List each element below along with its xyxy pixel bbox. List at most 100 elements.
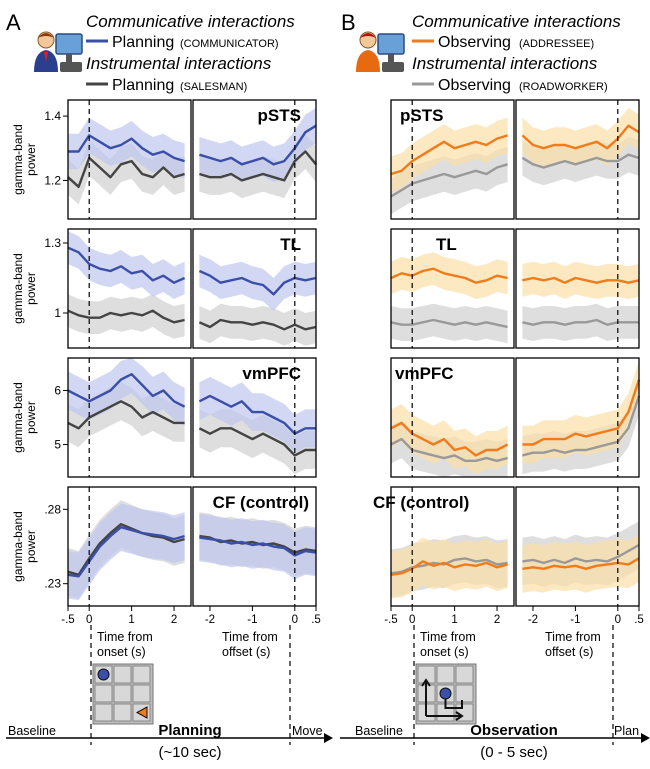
legend-a-comm-name: Planning xyxy=(112,34,174,51)
y-axis-label-line2: power xyxy=(24,272,38,305)
legend-b-instr-name: Observing xyxy=(438,77,511,94)
panel-a-tl-onset-instrumental-line xyxy=(67,309,185,324)
x-tick-label: -1 xyxy=(247,614,257,626)
y-axis-label: gamma-bandpower xyxy=(11,253,38,324)
panel-a-tl-onset-frame xyxy=(67,228,192,349)
xlabel-a-offset-line2: offset (s) xyxy=(222,645,270,659)
legend-a-comm-role: (COMMUNICATOR) xyxy=(180,38,279,50)
y-tick-label: .23 xyxy=(44,577,61,591)
panel-a-psts-offset-communicative-line xyxy=(199,124,317,166)
x-tick-label: 0 xyxy=(615,614,621,626)
panel-b-tl-offset-communicative-line xyxy=(522,276,640,284)
y-axis-label: gamma-bandpower xyxy=(11,124,38,195)
panel-a-psts-offset-subplot xyxy=(192,99,317,220)
y-axis-label-line1: gamma-band xyxy=(11,124,25,195)
panel-b-tl-onset-instrumental-line xyxy=(390,318,508,329)
panel-a-vmpfc-onset-communicative-band xyxy=(68,358,185,426)
panel-b-tl-region-label: TL xyxy=(436,235,457,254)
panel-b-cf-control-offset-communicative-band xyxy=(522,534,639,593)
panel-a-cf-control-onset-subplot xyxy=(67,486,192,607)
timeline-a-end: Move xyxy=(292,724,323,738)
panel-a-vmpfc-offset-instrumental-line xyxy=(198,427,316,457)
legend-b-instr-role: (ROADWORKER) xyxy=(519,81,608,93)
timeline-b-title: Observation xyxy=(470,722,558,739)
panel-b-cf-control-offset-frame xyxy=(515,486,640,607)
panel-a-psts-region-label: pSTS xyxy=(258,106,301,125)
x-tick-label: 2 xyxy=(494,614,500,626)
panel-b-tl-offset-frame xyxy=(515,228,640,349)
panel-a-vmpfc-offset-instrumental-band xyxy=(199,409,316,475)
y-axis-label: gamma-bandpower xyxy=(11,511,38,582)
x-tick-label: 2 xyxy=(171,614,177,626)
timeline-b: Baseline Observation (0 - 5 sec) Plan xyxy=(340,625,650,761)
y-axis-label: gamma-bandpower xyxy=(11,382,38,453)
movement-path-board-icon xyxy=(415,663,477,725)
panel-a-tl-offset-instrumental-line xyxy=(198,318,317,331)
timeline-b-start: Baseline xyxy=(355,724,403,738)
panel-a-cf-control-region-label: CF (control) xyxy=(213,493,309,512)
panel-a-psts-onset-communicative-line xyxy=(68,134,185,163)
legend-panel-b: Communicative interactions Observing (AD… xyxy=(412,12,621,94)
panel-a-vmpfc-offset-communicative-band xyxy=(199,376,316,453)
legend-panel-a: Communicative interactions Planning (COM… xyxy=(86,12,295,94)
panel-b-vmpfc-offset-communicative-band xyxy=(522,360,639,464)
timeline-a-title: Planning xyxy=(158,722,221,739)
y-axis-label-line2: power xyxy=(24,143,38,176)
panel-a-cf-control-onset-frame xyxy=(67,486,192,607)
y-tick-label: 1 xyxy=(54,306,61,320)
panel-a-cf-control-offset-subplot xyxy=(192,486,317,607)
legend-a-instr-role: (SALESMAN) xyxy=(180,81,247,93)
panel-b-tl-offset-subplot xyxy=(515,228,640,349)
xlabel-b-offset-line1: Time from xyxy=(545,630,601,644)
plot-grid: pSTS1.21.4gamma-bandpowerTL11.3gamma-ban… xyxy=(11,99,644,626)
y-tick-label: 5 xyxy=(54,438,61,452)
panel-a-psts-offset-instrumental-line xyxy=(199,150,317,182)
x-tick-label: 0 xyxy=(86,614,92,626)
panel-a-psts-onset-frame xyxy=(67,99,192,220)
panel-a-psts-offset-communicative-band xyxy=(199,108,316,182)
timeline-b-subtitle: (0 - 5 sec) xyxy=(480,744,548,761)
timeline-a-arrowhead xyxy=(324,733,333,743)
panel-b-vmpfc-region-label: vmPFC xyxy=(395,364,454,383)
panel-b-psts-offset-communicative-line xyxy=(521,124,640,150)
timeline-a: Baseline Planning (~10 sec) Move xyxy=(6,625,333,761)
xlabel-b-onset-line1: Time from xyxy=(420,630,476,644)
panel-a-cf-control-offset-frame xyxy=(192,486,317,607)
x-tick-label: 1 xyxy=(451,614,457,626)
legend-a-instr-name: Planning xyxy=(112,77,174,94)
panel-b-cf-control-offset-communicative-line xyxy=(522,557,640,570)
timeline-a-start: Baseline xyxy=(8,724,56,738)
panel-b-vmpfc-onset-communicative-line xyxy=(390,421,509,457)
legend-b-instr-title: Instrumental interactions xyxy=(412,54,598,73)
panel-letter-a: A xyxy=(6,10,21,35)
legend-a-comm-title: Communicative interactions xyxy=(86,12,295,31)
panel-a-tl-onset-communicative-line xyxy=(67,246,186,284)
panel-a-tl-offset-frame xyxy=(192,228,317,349)
panel-b-vmpfc-onset-frame xyxy=(390,357,515,478)
panel-a-vmpfc-offset-communicative-line xyxy=(198,394,316,435)
panel-b-cf-control-onset-subplot xyxy=(390,486,515,607)
panel-b-vmpfc-onset-subplot xyxy=(390,357,515,478)
xlabel-b-offset-line2: offset (s) xyxy=(545,645,593,659)
panel-b-vmpfc-onset-communicative-band xyxy=(391,404,508,475)
y-tick-label: .28 xyxy=(44,502,61,516)
panel-b-vmpfc-offset-subplot xyxy=(515,357,641,478)
panel-a-tl-offset-communicative-line xyxy=(198,269,317,296)
y-tick-label: 1.3 xyxy=(44,236,61,250)
xlabel-a-onset-line1: Time from xyxy=(97,630,153,644)
timeline-b-end: Plan xyxy=(614,724,639,738)
panel-b-psts-offset-subplot xyxy=(515,99,640,220)
panel-a-cf-control-offset-communicative-band xyxy=(199,513,316,580)
x-tick-label: 1 xyxy=(128,614,134,626)
game-board-icon xyxy=(92,663,154,725)
panel-b-psts-onset-instrumental-line xyxy=(390,163,508,198)
panel-b-psts-onset-frame xyxy=(390,99,515,220)
panel-a-psts-offset-frame xyxy=(192,99,317,220)
panel-b-tl-onset-frame xyxy=(390,228,515,349)
panel-b-psts-offset-frame xyxy=(515,99,640,220)
communicator-at-computer-icon xyxy=(34,31,83,72)
timeline-a-subtitle: (~10 sec) xyxy=(159,744,222,761)
panel-a-tl-region-label: TL xyxy=(280,235,301,254)
x-tick-label: -1 xyxy=(570,614,580,626)
